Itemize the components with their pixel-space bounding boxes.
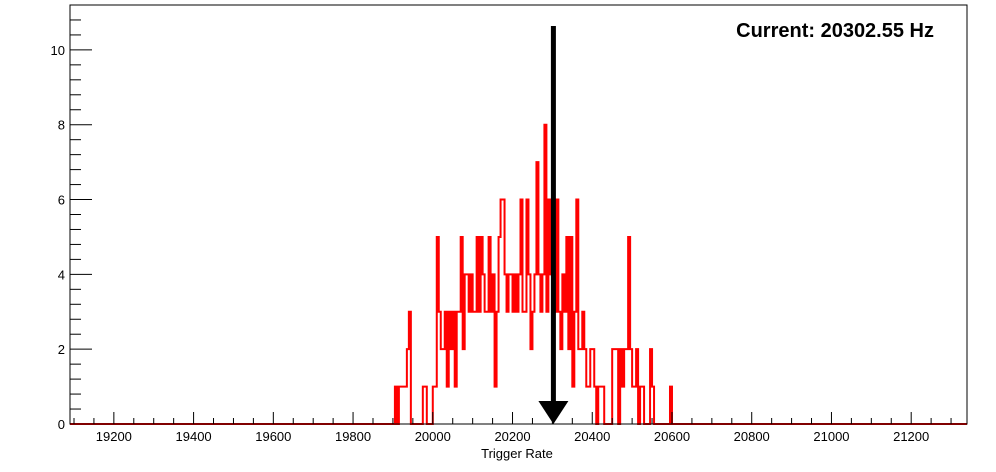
histogram-bin <box>578 349 580 424</box>
x-tick-label: 21200 <box>893 429 929 444</box>
histogram-bin <box>435 387 437 424</box>
histogram-bin <box>463 349 465 424</box>
x-tick-label: 20200 <box>494 429 530 444</box>
histogram-bin <box>540 312 542 424</box>
y-tick-label: 4 <box>58 267 65 282</box>
histogram-data-layer <box>70 123 967 425</box>
histogram-bin <box>588 387 590 424</box>
histogram-bin <box>473 312 475 424</box>
histogram-bin <box>447 387 449 424</box>
y-tick-label: 6 <box>58 193 65 208</box>
x-tick-label: 19800 <box>335 429 371 444</box>
x-tick-label: 20400 <box>574 429 610 444</box>
histogram-bin <box>495 387 497 424</box>
histogram-bin <box>443 349 445 424</box>
histogram-bin <box>524 312 526 424</box>
histogram-bin <box>455 387 457 424</box>
x-tick-label: 20600 <box>654 429 690 444</box>
current-arrow-head <box>538 401 569 424</box>
x-tick-label: 19400 <box>176 429 212 444</box>
histogram-bin <box>530 349 532 424</box>
histogram-bin <box>507 312 509 424</box>
plot-frame <box>69 4 968 425</box>
x-tick-label: 19200 <box>96 429 132 444</box>
x-tick-label: 21000 <box>813 429 849 444</box>
histogram-bin <box>401 387 403 424</box>
histogram-bin <box>405 387 407 424</box>
histogram-bin <box>522 312 524 424</box>
histogram-bin <box>513 312 515 424</box>
histogram-bin <box>614 349 616 424</box>
histogram-bin <box>517 312 519 424</box>
x-axis-title: Trigger Rate <box>481 446 553 461</box>
histogram-bin <box>564 312 566 424</box>
histogram-series <box>70 123 967 425</box>
y-tick-label: 8 <box>58 118 65 133</box>
histogram-bin <box>469 312 471 424</box>
y-tick-label: 2 <box>58 342 65 357</box>
histogram-bin <box>586 387 588 424</box>
histogram-bin <box>626 349 628 424</box>
x-tick-label: 20000 <box>415 429 451 444</box>
histogram-bin <box>580 349 582 424</box>
x-tick-label: 19600 <box>255 429 291 444</box>
histogram-bin <box>403 387 405 424</box>
histogram-bin <box>600 387 602 424</box>
histogram-bin <box>479 312 481 424</box>
histogram-bin <box>487 312 489 424</box>
x-tick-label: 20800 <box>734 429 770 444</box>
histogram-bin <box>475 312 477 424</box>
histogram-bin <box>441 349 443 424</box>
y-tick-label: 0 <box>58 417 65 432</box>
histogram-bin <box>491 312 493 424</box>
axis-layer: 19200 19400 19600 19800 20000 20200 20400 20600… <box>51 4 952 444</box>
histogram-bin <box>459 312 461 424</box>
y-tick-label: 10 <box>51 43 65 58</box>
current-value-marker <box>538 26 569 424</box>
histogram-bin <box>568 349 570 424</box>
histogram-bin <box>485 312 487 424</box>
current-rate-annotation: Current: 20302.55 Hz <box>736 20 934 42</box>
histogram-bin <box>622 387 624 424</box>
histogram-bin <box>451 349 453 424</box>
histogram-bin <box>634 387 636 424</box>
